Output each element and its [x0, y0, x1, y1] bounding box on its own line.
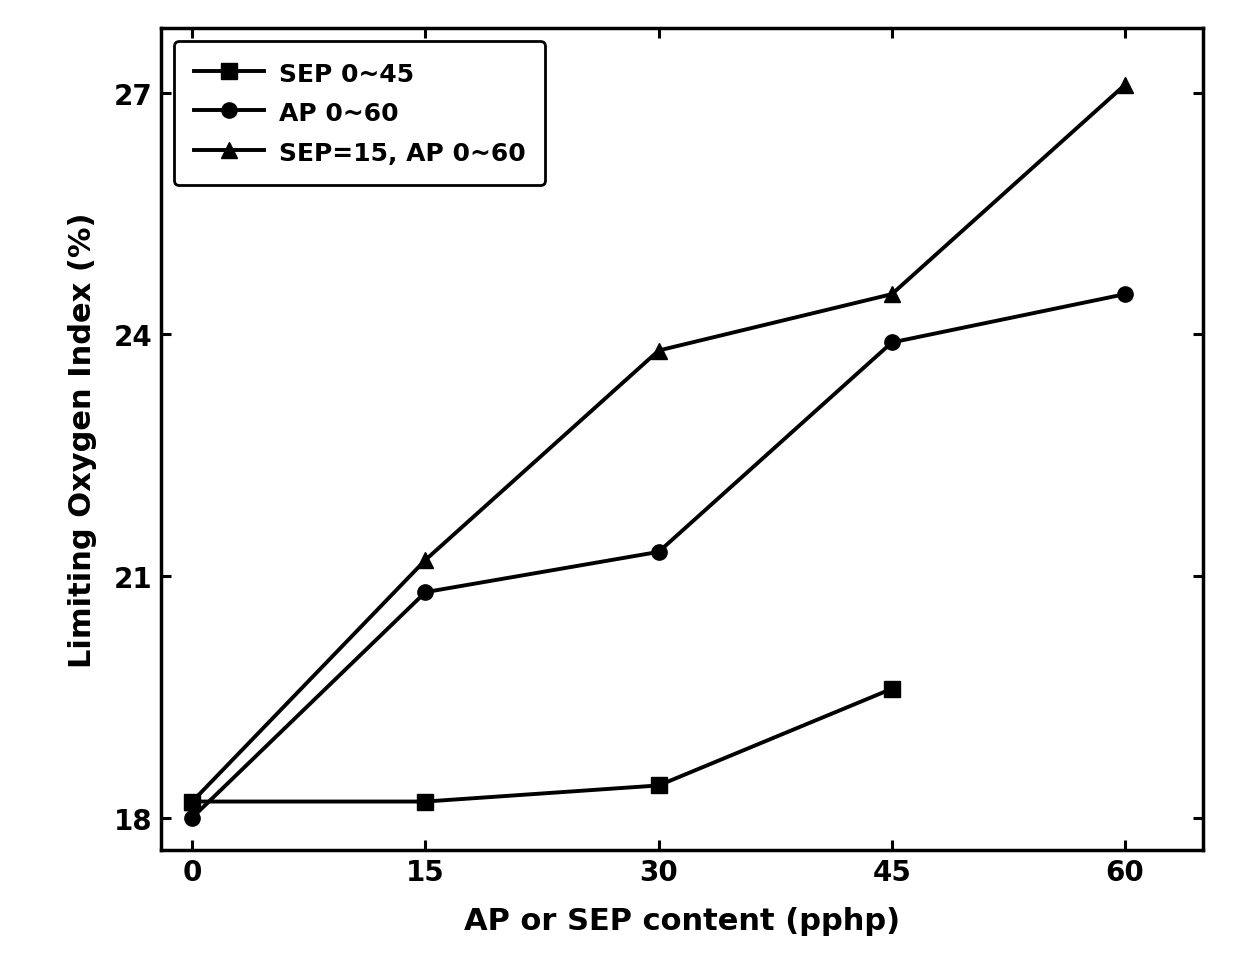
SEP=15, AP 0~60 — [651, 345, 666, 357]
X-axis label: AP or SEP content (pphp): AP or SEP content (pphp) — [464, 906, 900, 935]
AP 0~60 — [884, 337, 899, 349]
AP 0~60 — [185, 812, 200, 824]
Line: SEP 0~45: SEP 0~45 — [185, 681, 899, 809]
SEP 0~45 — [651, 780, 666, 791]
AP 0~60 — [418, 586, 433, 598]
Legend: SEP 0~45, AP 0~60, SEP=15, AP 0~60: SEP 0~45, AP 0~60, SEP=15, AP 0~60 — [174, 42, 546, 186]
SEP=15, AP 0~60 — [1117, 80, 1132, 92]
AP 0~60 — [1117, 289, 1132, 301]
Y-axis label: Limiting Oxygen Index (%): Limiting Oxygen Index (%) — [68, 212, 98, 667]
Line: SEP=15, AP 0~60: SEP=15, AP 0~60 — [185, 78, 1132, 809]
SEP=15, AP 0~60 — [185, 796, 200, 808]
AP 0~60 — [651, 546, 666, 558]
SEP=15, AP 0~60 — [418, 555, 433, 567]
SEP 0~45 — [418, 796, 433, 808]
SEP 0~45 — [185, 796, 200, 808]
SEP=15, AP 0~60 — [884, 289, 899, 301]
Line: AP 0~60: AP 0~60 — [185, 287, 1132, 826]
SEP 0~45 — [884, 683, 899, 695]
